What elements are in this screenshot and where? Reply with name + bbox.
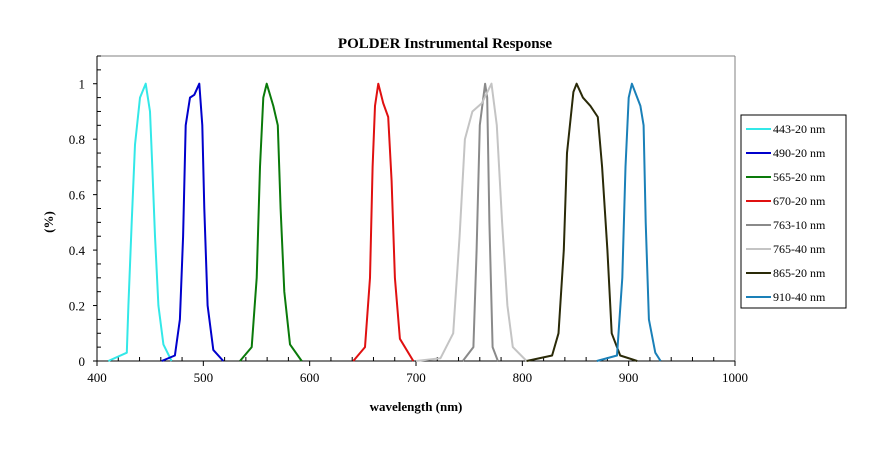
series-line-765-40-nm (415, 82, 528, 362)
series-line-443-20-nm (107, 82, 173, 362)
y-tick-label: 1 (79, 77, 86, 92)
x-tick-label: 400 (87, 370, 107, 385)
x-tick-label: 1000 (722, 370, 748, 385)
legend-label: 443-20 nm (773, 122, 826, 136)
y-tick-label: 0 (79, 354, 86, 369)
series-line-865-20-nm (526, 82, 638, 362)
chart-title: POLDER Instrumental Response (338, 36, 553, 52)
x-tick-label: 600 (300, 370, 320, 385)
series-line-670-20-nm (352, 82, 415, 362)
legend-label: 670-20 nm (773, 194, 826, 208)
y-tick-label: 0.8 (69, 132, 85, 147)
y-tick-label: 0.6 (69, 188, 86, 203)
legend-label: 763-10 nm (773, 218, 826, 232)
legend-box (740, 114, 847, 309)
series-line-490-20-nm (161, 82, 225, 362)
y-axis-label: (%) (41, 211, 56, 233)
series-line-565-20-nm (239, 82, 303, 362)
plot-area: 0 0.2 0.4 0.6 0.8 1 400 500 600 700 800 900 1000 (69, 55, 748, 385)
legend: 443-20 nm 490-20 nm 565-20 nm 670-20 nm 763-… (740, 114, 847, 309)
legend-label: 765-40 nm (773, 242, 826, 256)
series-line-763-10-nm (462, 82, 499, 362)
x-tick-label: 800 (513, 370, 533, 385)
x-tick-label: 500 (194, 370, 214, 385)
y-tick-label: 0.2 (69, 299, 85, 314)
legend-label: 910-40 nm (773, 290, 826, 304)
x-axis-label: wavelength (nm) (370, 399, 463, 414)
legend-label: 865-20 nm (773, 266, 826, 280)
y-tick-label: 0.4 (69, 243, 86, 258)
series-line-910-40-nm (596, 82, 662, 362)
legend-label: 565-20 nm (773, 170, 826, 184)
legend-label: 490-20 nm (773, 146, 826, 160)
x-tick-label: 700 (406, 370, 426, 385)
x-tick-label: 900 (619, 370, 639, 385)
